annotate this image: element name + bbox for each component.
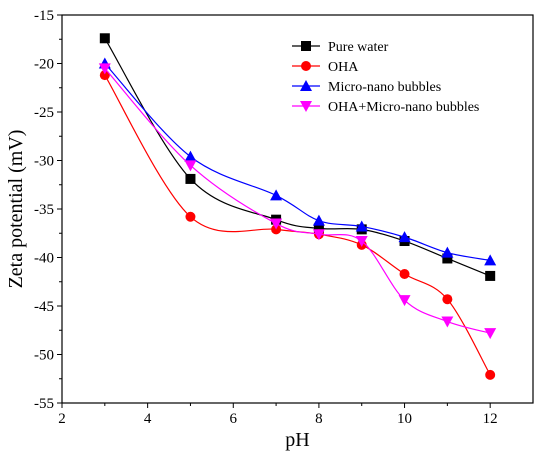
data-point-oha-micro-nano-bubbles xyxy=(441,316,454,328)
y-tick-label: -40 xyxy=(34,251,54,267)
data-point-oha xyxy=(485,369,496,380)
data-point-oha xyxy=(99,70,110,81)
legend-label-micro-nano-bubbles: Micro-nano bubbles xyxy=(328,80,441,95)
series-line-pure-water xyxy=(104,37,491,277)
x-tick-label: 2 xyxy=(58,411,66,427)
legend-marker-oha xyxy=(301,61,311,71)
y-tick-label: -50 xyxy=(34,348,54,364)
data-point-pure-water xyxy=(313,223,324,234)
y-tick-label: -35 xyxy=(34,202,54,218)
data-point-oha-micro-nano-bubbles xyxy=(270,218,283,230)
axes-layer: 2 4 6 8 10 12 -15 -20 -25 -30 -35 -40 -45 -50 -55 xyxy=(34,8,534,427)
data-point-oha-micro-nano-bubbles xyxy=(312,229,325,241)
data-point-micro-nano-bubbles xyxy=(441,246,454,258)
x-tick-label: 6 xyxy=(230,411,238,427)
y-tick-label: -45 xyxy=(34,299,54,315)
x-tick-label: 8 xyxy=(315,411,323,427)
data-point-micro-nano-bubbles xyxy=(184,150,197,162)
legend-marker-micro-nano-bubbles xyxy=(300,80,312,91)
data-point-oha-micro-nano-bubbles xyxy=(355,236,368,248)
data-point-micro-nano-bubbles xyxy=(484,254,497,266)
data-point-oha xyxy=(185,211,196,222)
data-point-oha xyxy=(399,268,410,279)
data-point-micro-nano-bubbles xyxy=(312,214,325,226)
x-tick-label: 4 xyxy=(144,411,152,427)
data-point-pure-water xyxy=(442,253,453,264)
y-tick-label: -30 xyxy=(34,154,54,170)
data-point-micro-nano-bubbles xyxy=(398,231,411,243)
y-axis-title: Zeta potential (mV) xyxy=(5,130,27,289)
legend-marker-pure-water xyxy=(301,41,311,51)
series-line-oha xyxy=(104,74,491,376)
plot-layer xyxy=(98,33,497,380)
y-tick-label: -55 xyxy=(34,396,54,412)
plot-frame xyxy=(61,14,534,404)
y-tick-label: -15 xyxy=(34,8,54,24)
data-point-oha-micro-nano-bubbles xyxy=(98,63,111,75)
legend-label-pure-water: Pure water xyxy=(328,40,389,55)
y-tick-label: -20 xyxy=(34,57,54,73)
legend-label-oha: OHA xyxy=(328,60,359,75)
data-point-micro-nano-bubbles xyxy=(270,189,283,201)
legend-marker-oha-micro-nano-bubbles xyxy=(300,101,312,112)
data-point-oha-micro-nano-bubbles xyxy=(398,295,411,307)
data-point-oha xyxy=(442,294,453,305)
data-point-oha-micro-nano-bubbles xyxy=(184,160,197,172)
y-tick-label: -25 xyxy=(34,105,54,121)
data-point-pure-water xyxy=(185,173,196,184)
x-axis-title: pH xyxy=(285,429,309,451)
data-point-oha-micro-nano-bubbles xyxy=(484,328,497,340)
x-tick-label: 12 xyxy=(483,411,498,427)
legend: Pure water OHA Micro-nano bubbles OHA+Micro… xyxy=(292,40,479,115)
data-point-pure-water xyxy=(99,33,110,44)
legend-label-oha-micro-nano-bubbles: OHA+Micro-nano bubbles xyxy=(328,100,479,115)
data-point-pure-water xyxy=(485,270,496,281)
data-point-micro-nano-bubbles xyxy=(355,220,368,232)
x-tick-label: 10 xyxy=(397,411,412,427)
series-line-micro-nano-bubbles xyxy=(104,63,491,262)
